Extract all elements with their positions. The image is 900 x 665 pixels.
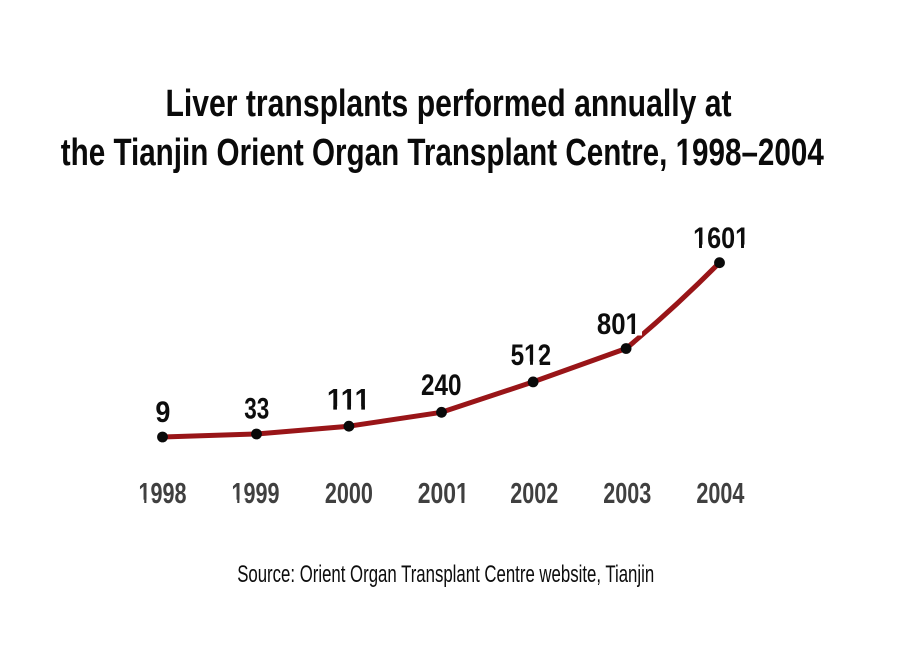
svg-text:2001: 2001: [418, 478, 469, 510]
svg-text:2000: 2000: [325, 478, 373, 510]
svg-text:1998: 1998: [139, 478, 187, 510]
svg-text:2002: 2002: [510, 478, 558, 510]
svg-text:the Tianjin Orient Organ Trans: the Tianjin Orient Organ Transplant Cent…: [61, 132, 824, 174]
svg-text:1999: 1999: [232, 478, 280, 510]
svg-text:Liver transplants performed an: Liver transplants performed annually at: [166, 83, 732, 125]
svg-text:111: 111: [327, 384, 370, 417]
svg-text:9: 9: [155, 396, 170, 429]
svg-text:240: 240: [421, 369, 462, 402]
svg-text:33: 33: [244, 393, 269, 426]
svg-text:801: 801: [597, 308, 640, 341]
svg-text:2003: 2003: [603, 478, 651, 510]
svg-text:Source: Orient Organ Transplan: Source: Orient Organ Transplant Centre w…: [237, 561, 654, 588]
svg-text:2004: 2004: [696, 478, 744, 510]
svg-text:1601: 1601: [693, 222, 749, 255]
svg-text:512: 512: [511, 339, 552, 372]
